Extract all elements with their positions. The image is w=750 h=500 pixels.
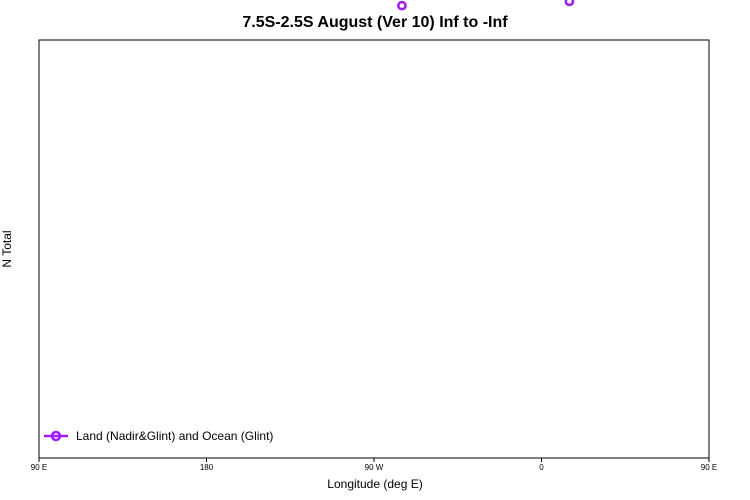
x-axis: 90 E 180 90 W 0 90 E	[31, 458, 717, 472]
data-points	[397, 0, 575, 11]
data-point	[564, 0, 575, 7]
x-tick-label: 180	[200, 463, 214, 472]
x-tick-label: 0	[539, 463, 544, 472]
plot-frame	[38, 39, 710, 459]
x-tick-label: 90 E	[701, 463, 717, 472]
legend-label: Land (Nadir&Glint) and Ocean (Glint)	[76, 429, 273, 443]
y-axis-label: N Total	[0, 230, 14, 267]
legend-marker	[50, 430, 62, 442]
data-point	[397, 0, 407, 11]
chart-title: 7.5S-2.5S August (Ver 10) Inf to -Inf	[242, 14, 508, 31]
legend: Land (Nadir&Glint) and Ocean (Glint)	[44, 429, 273, 443]
x-tick-label: 90 E	[31, 463, 47, 472]
x-axis-label: Longitude (deg E)	[327, 477, 422, 491]
x-tick-label: 90 W	[365, 463, 384, 472]
